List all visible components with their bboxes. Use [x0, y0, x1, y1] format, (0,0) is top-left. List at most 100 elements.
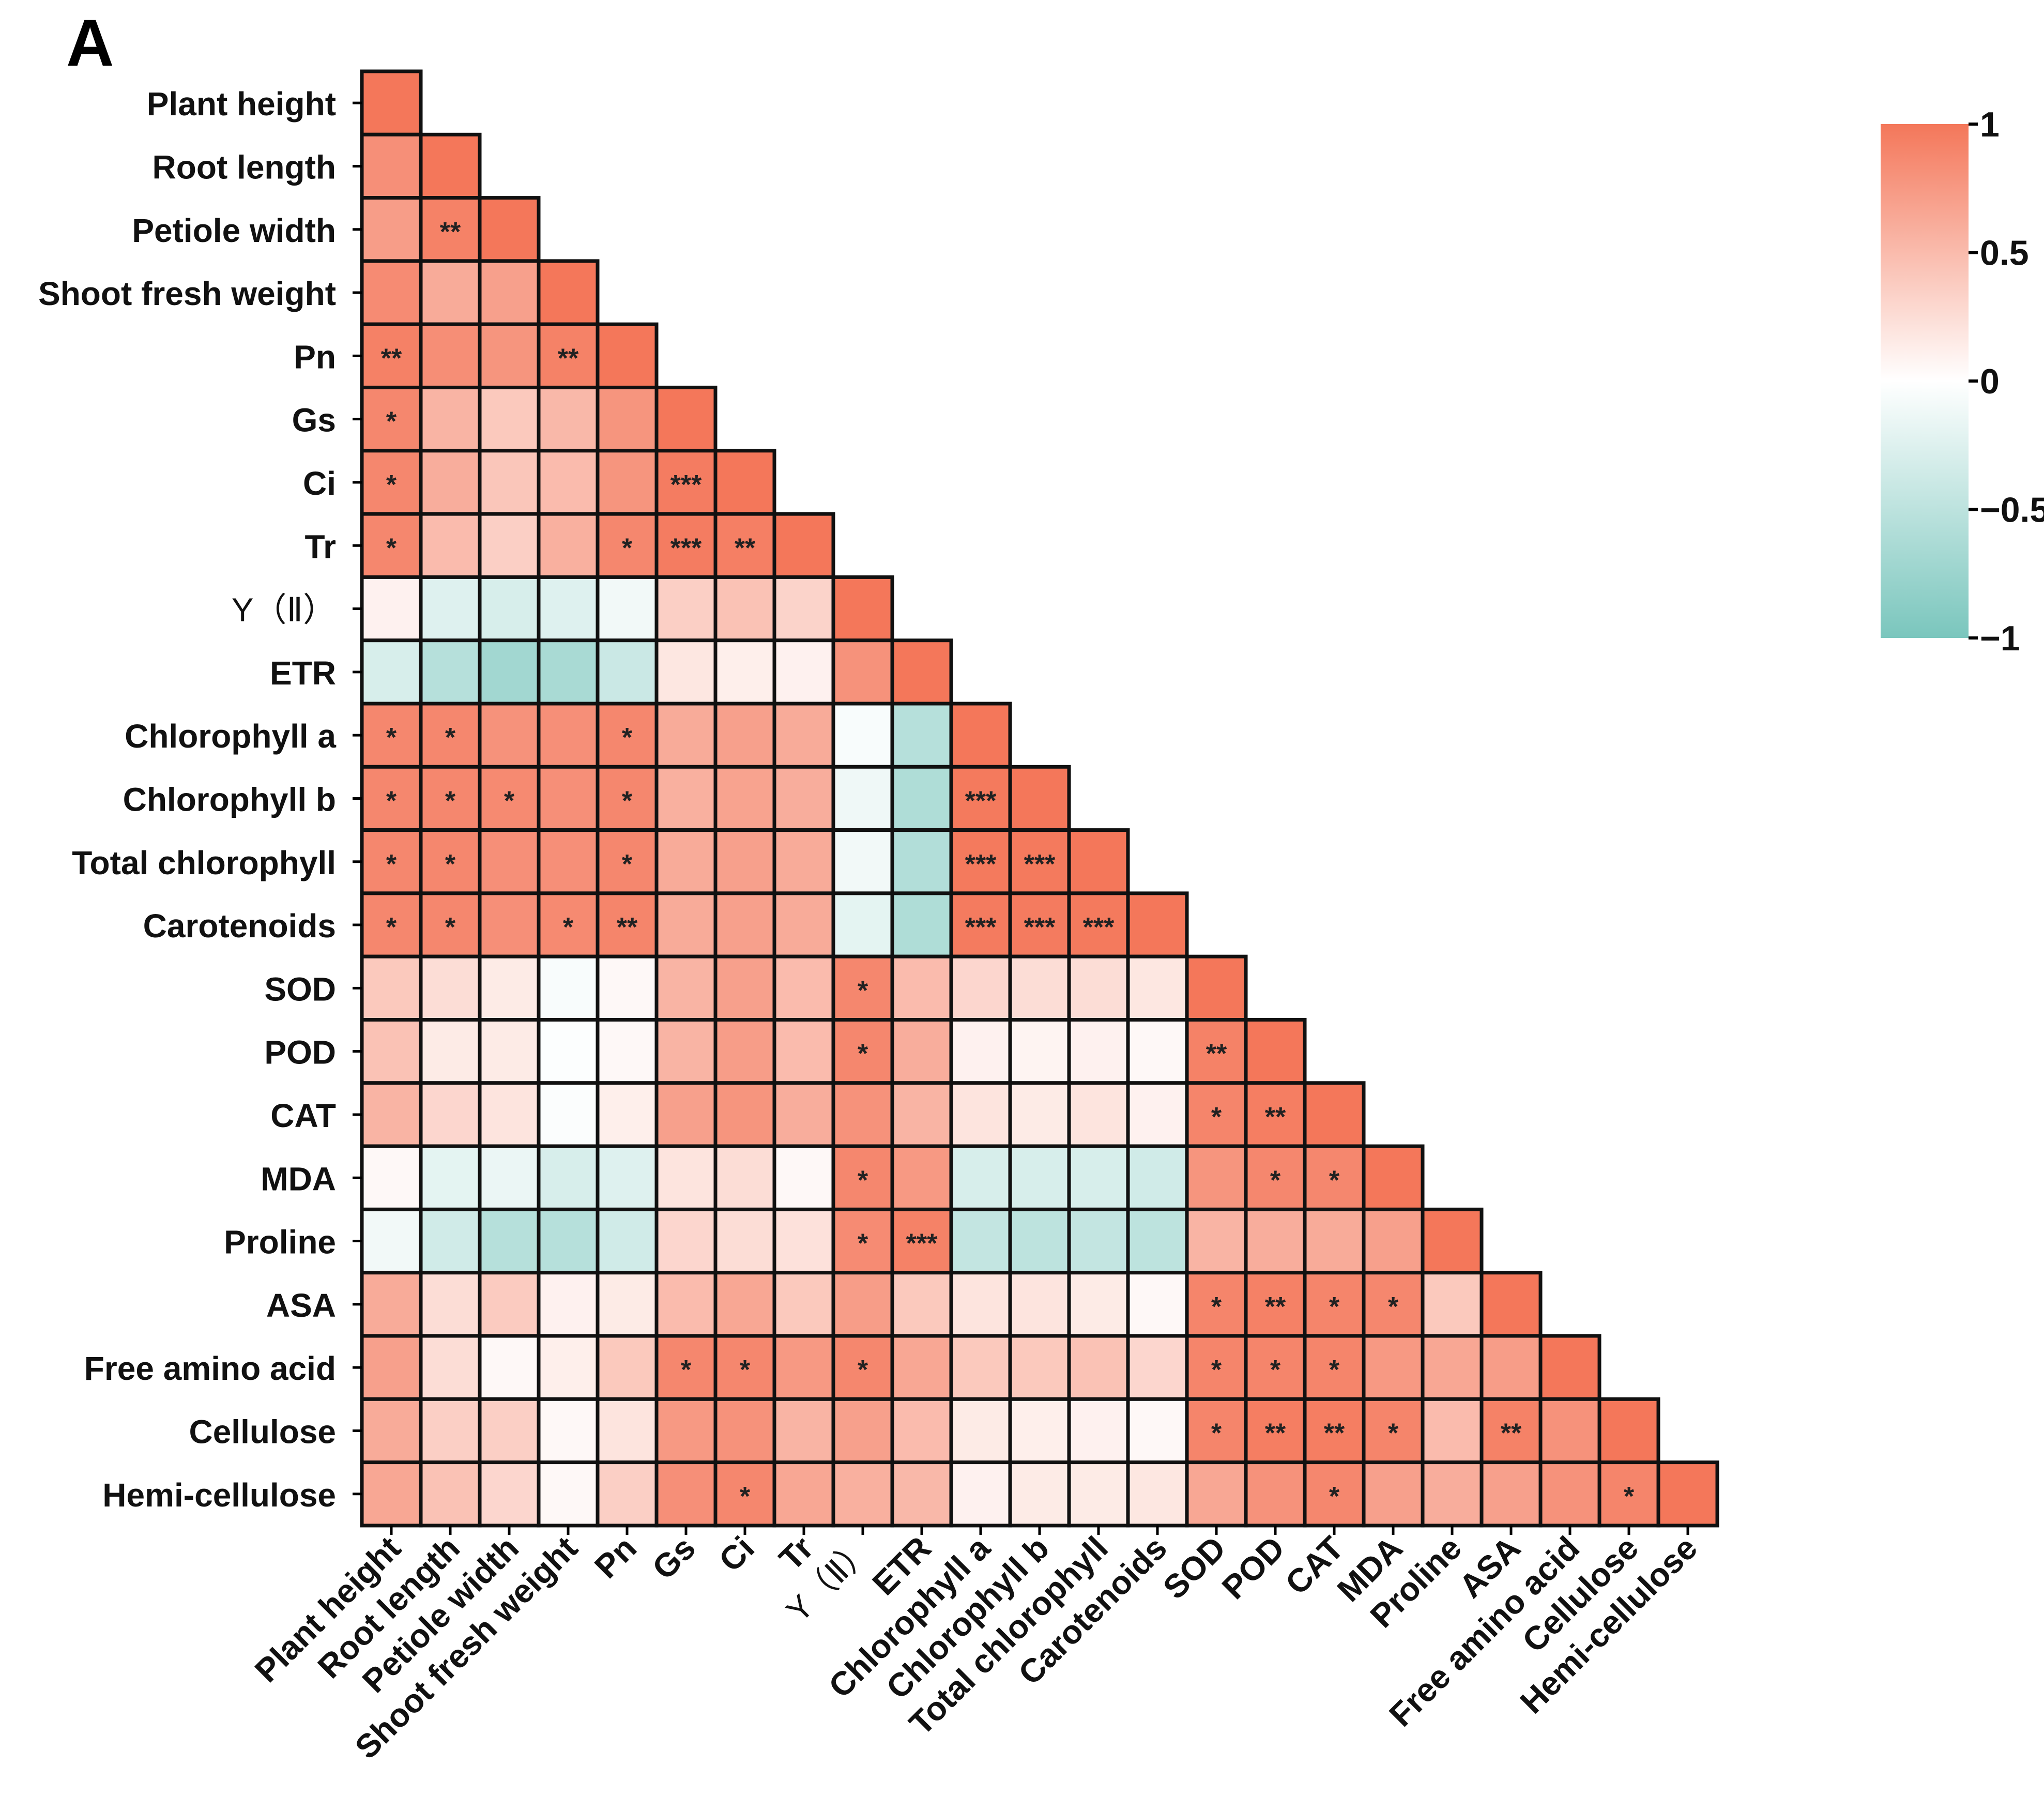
cell-cat-plant-height	[360, 1081, 423, 1148]
cell-total-chlorophyll-etr	[890, 828, 953, 895]
cell-etr-plant-height	[360, 638, 423, 706]
col-label-ci: Ci	[712, 1529, 761, 1579]
row-label-chlorophyll-a: Chlorophyll a	[125, 718, 336, 755]
cell-hemi-cellulose-y	[831, 1460, 894, 1528]
sig-free-amino-acid-pod: *	[1270, 1355, 1281, 1385]
cell-pod-ci	[713, 1018, 776, 1085]
cell-proline-y	[831, 1207, 894, 1275]
cell-tr-ci	[713, 512, 776, 579]
cell-cellulose-chlorophyll-a	[949, 1397, 1012, 1465]
cell-free-amino-acid-free-amino-acid	[1538, 1334, 1601, 1401]
cell-pod-etr	[890, 1018, 953, 1085]
cell-cellulose-free-amino-acid	[1538, 1397, 1601, 1465]
sig-cat-pod: **	[1265, 1102, 1286, 1132]
sig-chlorophyll-a-pn: *	[622, 723, 633, 753]
sig-chlorophyll-b-root-length: *	[445, 786, 456, 816]
sig-total-chlorophyll-plant-height: *	[386, 849, 397, 879]
cell-pn-shoot-fresh-weight	[537, 322, 600, 390]
cell-cellulose-proline	[1421, 1397, 1484, 1465]
cell-pod-chlorophyll-a	[949, 1018, 1012, 1085]
cell-hemi-cellulose-pn	[596, 1460, 659, 1528]
cell-pod-shoot-fresh-weight	[537, 1018, 600, 1085]
cell-asa-plant-height	[360, 1271, 423, 1338]
cell-carotenoids-etr	[890, 891, 953, 958]
cell-free-amino-acid-total-chlorophyll	[1067, 1334, 1130, 1401]
cell-carotenoids-gs	[654, 891, 718, 958]
sig-total-chlorophyll-chlorophyll-b: ***	[1024, 849, 1056, 879]
cell-cellulose-tr	[772, 1397, 835, 1465]
cell-sod-root-length	[419, 954, 482, 1022]
panel-label: A	[66, 6, 114, 80]
cell-free-amino-acid-shoot-fresh-weight	[537, 1334, 600, 1401]
cell-free-amino-acid-pn	[596, 1334, 659, 1401]
cell-sod-pn	[596, 954, 659, 1022]
cell-ci-petiole-width	[478, 449, 541, 516]
cell-asa-gs	[654, 1271, 718, 1338]
sig-proline-y: *	[858, 1229, 868, 1259]
row-label-shoot-fresh-weight: Shoot fresh weight	[38, 275, 336, 312]
cell-free-amino-acid-etr	[890, 1334, 953, 1401]
cell-carotenoids-shoot-fresh-weight	[537, 891, 600, 958]
sig-tr-plant-height: *	[386, 533, 397, 563]
cell-y-ci	[713, 575, 776, 643]
cell-ci-ci	[713, 449, 776, 516]
cell-cellulose-chlorophyll-b	[1008, 1397, 1071, 1465]
row-label-petiole-width: Petiole width	[132, 212, 336, 249]
cell-root-length-plant-height	[360, 132, 423, 200]
cell-proline-sod	[1185, 1207, 1248, 1275]
cell-tr-pn	[596, 512, 659, 579]
cell-asa-chlorophyll-b	[1008, 1271, 1071, 1338]
cell-chlorophyll-a-gs	[654, 702, 718, 769]
cell-carotenoids-carotenoids	[1126, 891, 1189, 958]
cell-chlorophyll-a-chlorophyll-a	[949, 702, 1012, 769]
cell-mda-etr	[890, 1144, 953, 1211]
cell-proline-mda	[1362, 1207, 1425, 1275]
cell-proline-chlorophyll-a	[949, 1207, 1012, 1275]
sig-chlorophyll-a-root-length: *	[445, 723, 456, 753]
cell-mda-plant-height	[360, 1144, 423, 1211]
cell-chlorophyll-b-etr	[890, 765, 953, 832]
cell-cellulose-y	[831, 1397, 894, 1465]
significance-stars: **** **** **** * *** *** * ** * * * **** * * *** **** * *…	[381, 217, 1635, 1512]
sig-tr-pn: *	[622, 533, 633, 563]
cell-proline-root-length	[419, 1207, 482, 1275]
sig-cat-sod: *	[1211, 1102, 1222, 1132]
col-label-gs: Gs	[645, 1529, 703, 1587]
cell-cellulose-petiole-width	[478, 1397, 541, 1465]
cell-shoot-fresh-weight-root-length	[419, 259, 482, 326]
cell-mda-total-chlorophyll	[1067, 1144, 1130, 1211]
cell-sod-tr	[772, 954, 835, 1022]
cell-hemi-cellulose-shoot-fresh-weight	[537, 1460, 600, 1528]
cell-y-root-length	[419, 575, 482, 643]
row-label-carotenoids: Carotenoids	[143, 907, 336, 945]
cell-chlorophyll-a-root-length	[419, 702, 482, 769]
row-label-plant-height: Plant height	[147, 85, 336, 123]
row-label-root-length: Root length	[152, 148, 336, 186]
cell-pod-pod	[1244, 1018, 1307, 1085]
col-label-pod: POD	[1215, 1529, 1292, 1606]
cell-carotenoids-y	[831, 891, 894, 958]
cell-proline-petiole-width	[478, 1207, 541, 1275]
cell-proline-pod	[1244, 1207, 1307, 1275]
cell-pod-petiole-width	[478, 1018, 541, 1085]
cell-total-chlorophyll-chlorophyll-b	[1008, 828, 1071, 895]
cell-gs-gs	[654, 386, 718, 453]
cell-cellulose-gs	[654, 1397, 718, 1465]
legend-tick-label: 0.5	[1980, 234, 2029, 273]
cell-etr-pn	[596, 638, 659, 706]
sig-total-chlorophyll-chlorophyll-a: ***	[965, 849, 997, 879]
cell-proline-tr	[772, 1207, 835, 1275]
cell-pod-plant-height	[360, 1018, 423, 1085]
cell-hemi-cellulose-mda	[1362, 1460, 1425, 1528]
cell-total-chlorophyll-pn	[596, 828, 659, 895]
cell-mda-sod	[1185, 1144, 1248, 1211]
cell-pod-total-chlorophyll	[1067, 1018, 1130, 1085]
sig-ci-gs: ***	[670, 470, 702, 500]
cell-hemi-cellulose-proline	[1421, 1460, 1484, 1528]
cell-total-chlorophyll-gs	[654, 828, 718, 895]
cell-proline-total-chlorophyll	[1067, 1207, 1130, 1275]
cell-mda-shoot-fresh-weight	[537, 1144, 600, 1211]
cell-mda-carotenoids	[1126, 1144, 1189, 1211]
cell-pod-root-length	[419, 1018, 482, 1085]
sig-mda-cat: *	[1329, 1165, 1340, 1195]
